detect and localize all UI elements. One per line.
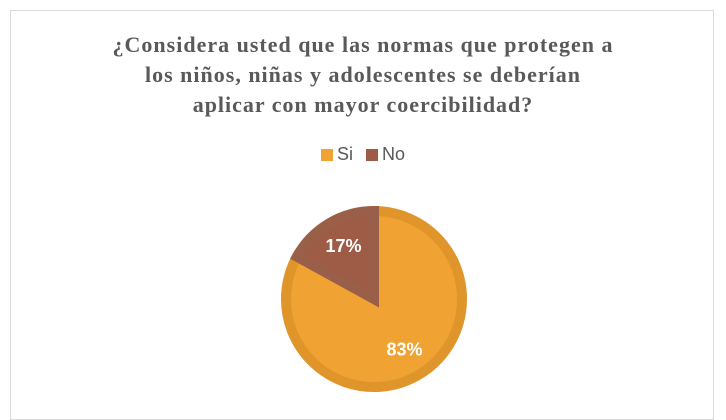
legend-swatch-si (320, 148, 333, 161)
chart-title-line-2: los niños, niñas y adolescentes se deber… (145, 62, 581, 87)
pie-data-labels: 83% 17% (326, 236, 423, 359)
data-label-si: 83% (386, 339, 422, 359)
legend-item-si: Si (320, 144, 353, 165)
legend-label-no: No (382, 144, 406, 164)
pie-slices (281, 205, 467, 392)
legend-swatch-no (366, 148, 378, 161)
chart-title-line-1: ¿Considera usted que las normas que prot… (112, 32, 614, 57)
legend-label-si: Si (336, 144, 353, 164)
chart-title-line-3: aplicar con mayor coercibilidad? (192, 92, 534, 117)
legend-item-no: No (366, 144, 405, 165)
pie-slice-no (290, 205, 379, 308)
chart-legend: Si No (0, 144, 726, 166)
data-label-no: 17% (326, 236, 362, 256)
chart-title: ¿Considera usted que las normas que prot… (0, 30, 726, 120)
